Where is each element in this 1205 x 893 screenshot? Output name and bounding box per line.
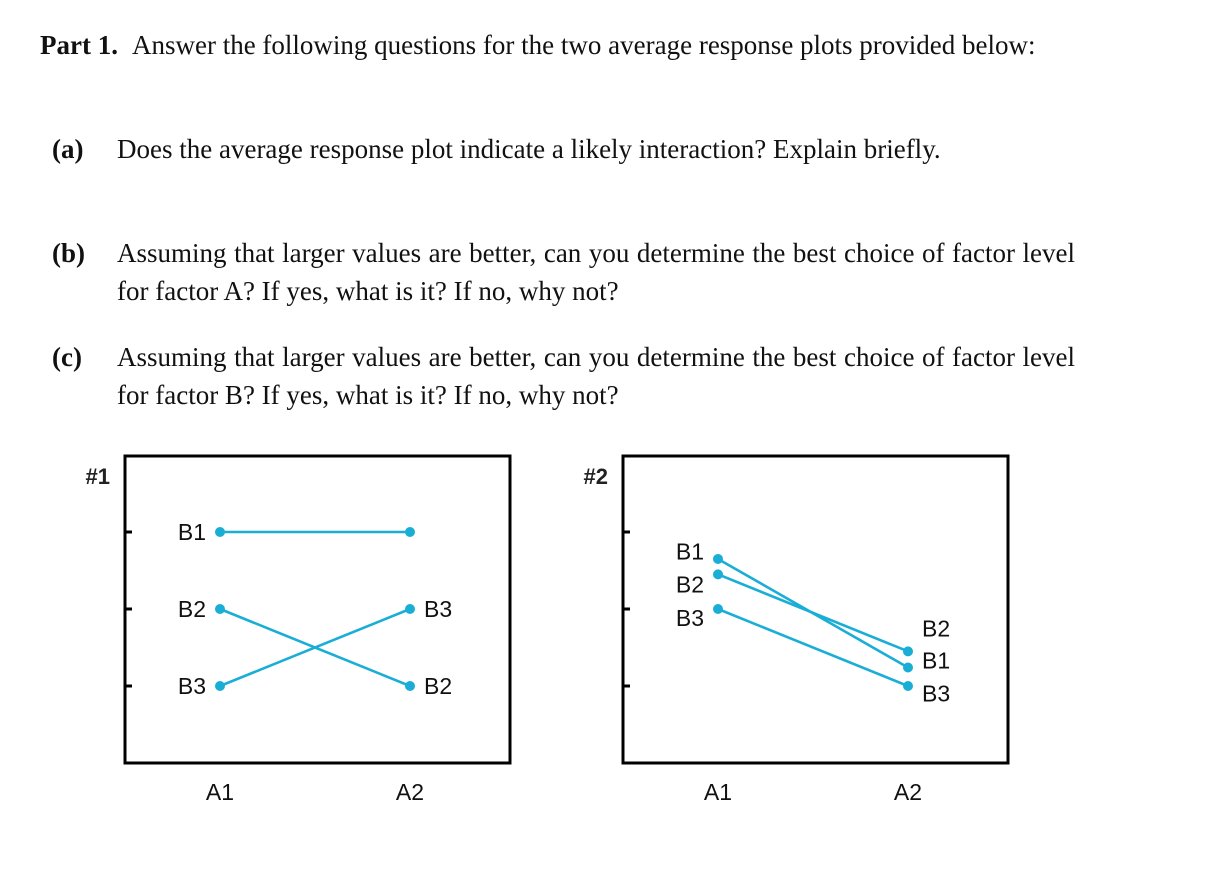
question-text: Assuming that larger values are better, … — [117, 342, 1075, 410]
question-label: (c) — [52, 342, 82, 372]
question-label: (b) — [52, 238, 85, 268]
right-series-label: B1 — [922, 648, 950, 674]
question-a: (a) Does the average response plot indic… — [52, 130, 1075, 168]
plot-1: #1 A1 A2 B1 B2 B3 B3 B2 — [0, 440, 560, 830]
right-series-label: B3 — [424, 596, 452, 622]
left-series-label: B1 — [178, 519, 206, 545]
data-point-b3-a2 — [405, 604, 415, 614]
right-series-label: B3 — [922, 681, 950, 707]
data-point-b2-a1 — [215, 604, 225, 614]
data-point-b2-a1 — [713, 569, 723, 580]
x-tick-label: A2 — [894, 779, 922, 805]
right-series-label: B2 — [424, 673, 452, 699]
series-line-b2 — [717, 573, 909, 653]
data-point-b3-a1 — [713, 604, 723, 614]
data-point-b1-a2 — [405, 527, 415, 537]
part-label: Part 1. — [40, 30, 118, 60]
left-series-label: B3 — [676, 605, 704, 631]
intro-paragraph: Part 1. Answer the following questions fo… — [40, 26, 1075, 64]
left-series-label: B3 — [178, 673, 206, 699]
question-label: (a) — [52, 134, 84, 164]
plot-2: #2 A1 A2 B1 B2 B3 B2 B1 B3 — [498, 440, 1058, 830]
plot-2-svg: #2 A1 A2 B1 B2 B3 B2 B1 B3 — [584, 454, 1010, 805]
series-line-b3 — [219, 607, 411, 688]
left-series-label: B2 — [676, 571, 704, 597]
question-text: Does the average response plot indicate … — [117, 134, 941, 164]
left-series-label: B1 — [676, 538, 704, 564]
right-series-label: B2 — [922, 615, 950, 641]
data-point-b1-a2 — [903, 662, 913, 673]
data-point-b3-a1 — [215, 681, 225, 691]
plot-1-svg: #1 A1 A2 B1 B2 B3 B3 B2 — [86, 454, 512, 805]
series-line-b3 — [717, 607, 909, 688]
plot-title: #2 — [584, 464, 608, 489]
question-c: (c) Assuming that larger values are bett… — [52, 338, 1075, 414]
part-text: Answer the following questions for the t… — [131, 30, 1036, 60]
x-tick-label: A1 — [206, 779, 234, 805]
data-point-b1-a1 — [215, 527, 225, 537]
data-point-b3-a2 — [903, 681, 913, 691]
x-tick-label: A2 — [396, 779, 424, 805]
plot-title: #1 — [86, 464, 110, 489]
data-point-b2-a2 — [405, 681, 415, 691]
question-b: (b) Assuming that larger values are bett… — [52, 234, 1075, 310]
x-tick-label: A1 — [704, 779, 732, 805]
left-series-label: B2 — [178, 596, 206, 622]
question-text: Assuming that larger values are better, … — [117, 238, 1075, 306]
data-point-b1-a1 — [713, 553, 723, 564]
data-point-b2-a2 — [903, 646, 913, 657]
